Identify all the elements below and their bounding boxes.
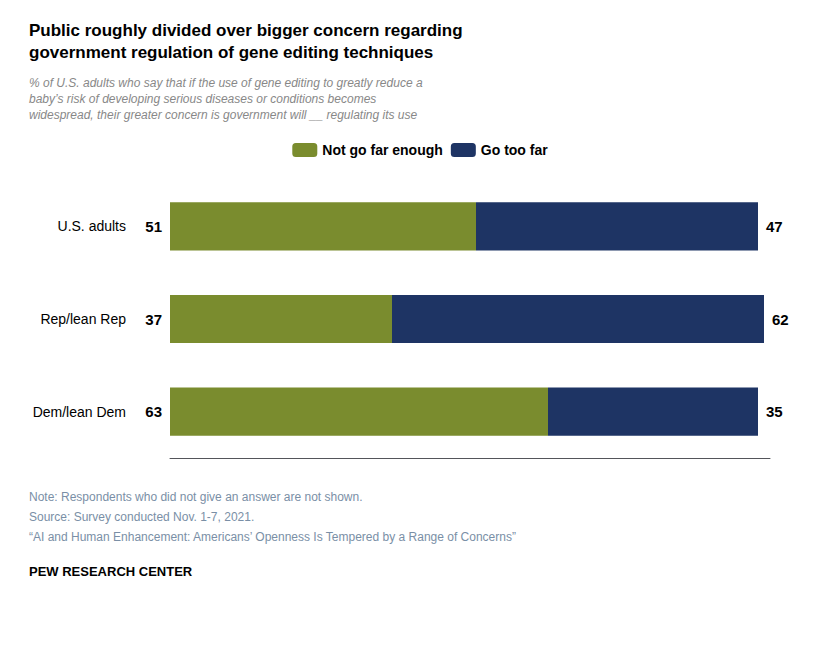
svg-text:“AI and Human Enhancement: Ame: “AI and Human Enhancement: Americans’ Op… [29, 530, 516, 544]
svg-text:U.S. adults: U.S. adults [58, 218, 126, 234]
svg-text:widespread, their greater conc: widespread, their greater concern is gov… [29, 108, 418, 122]
svg-text:government regulation of gene: government regulation of gene editing te… [29, 43, 433, 62]
svg-text:baby’s risk of developing seri: baby’s risk of developing serious diseas… [29, 92, 376, 106]
svg-text:Public roughly divided over bi: Public roughly divided over bigger conce… [29, 21, 463, 40]
svg-text:Rep/lean Rep: Rep/lean Rep [40, 311, 126, 327]
svg-text:62: 62 [772, 311, 789, 328]
svg-text:Source: Survey conducted Nov.: Source: Survey conducted Nov. 1-7, 2021. [29, 510, 254, 524]
svg-text:37: 37 [145, 311, 162, 328]
svg-text:63: 63 [145, 403, 162, 420]
svg-text:51: 51 [145, 218, 162, 235]
svg-text:Not go far enough: Not go far enough [322, 142, 443, 158]
svg-text:PEW RESEARCH CENTER: PEW RESEARCH CENTER [29, 564, 193, 579]
svg-text:Go too far: Go too far [481, 142, 548, 158]
svg-text:% of U.S. adults who say that: % of U.S. adults who say that if the use… [29, 76, 423, 90]
svg-text:47: 47 [766, 218, 783, 235]
svg-text:35: 35 [766, 403, 783, 420]
svg-text:Dem/lean Dem: Dem/lean Dem [33, 404, 126, 420]
svg-text:Note: Respondents who did not: Note: Respondents who did not give an an… [29, 490, 363, 504]
